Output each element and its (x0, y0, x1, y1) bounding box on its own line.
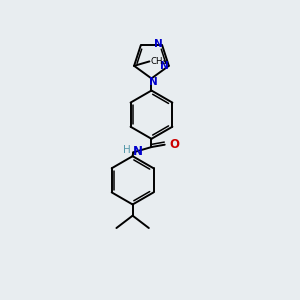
Text: N: N (160, 61, 169, 71)
Text: H: H (123, 145, 130, 155)
Text: N: N (154, 39, 163, 49)
Text: N: N (133, 145, 142, 158)
Text: CH₃: CH₃ (151, 57, 167, 66)
Text: N: N (149, 77, 158, 87)
Text: O: O (170, 138, 180, 151)
